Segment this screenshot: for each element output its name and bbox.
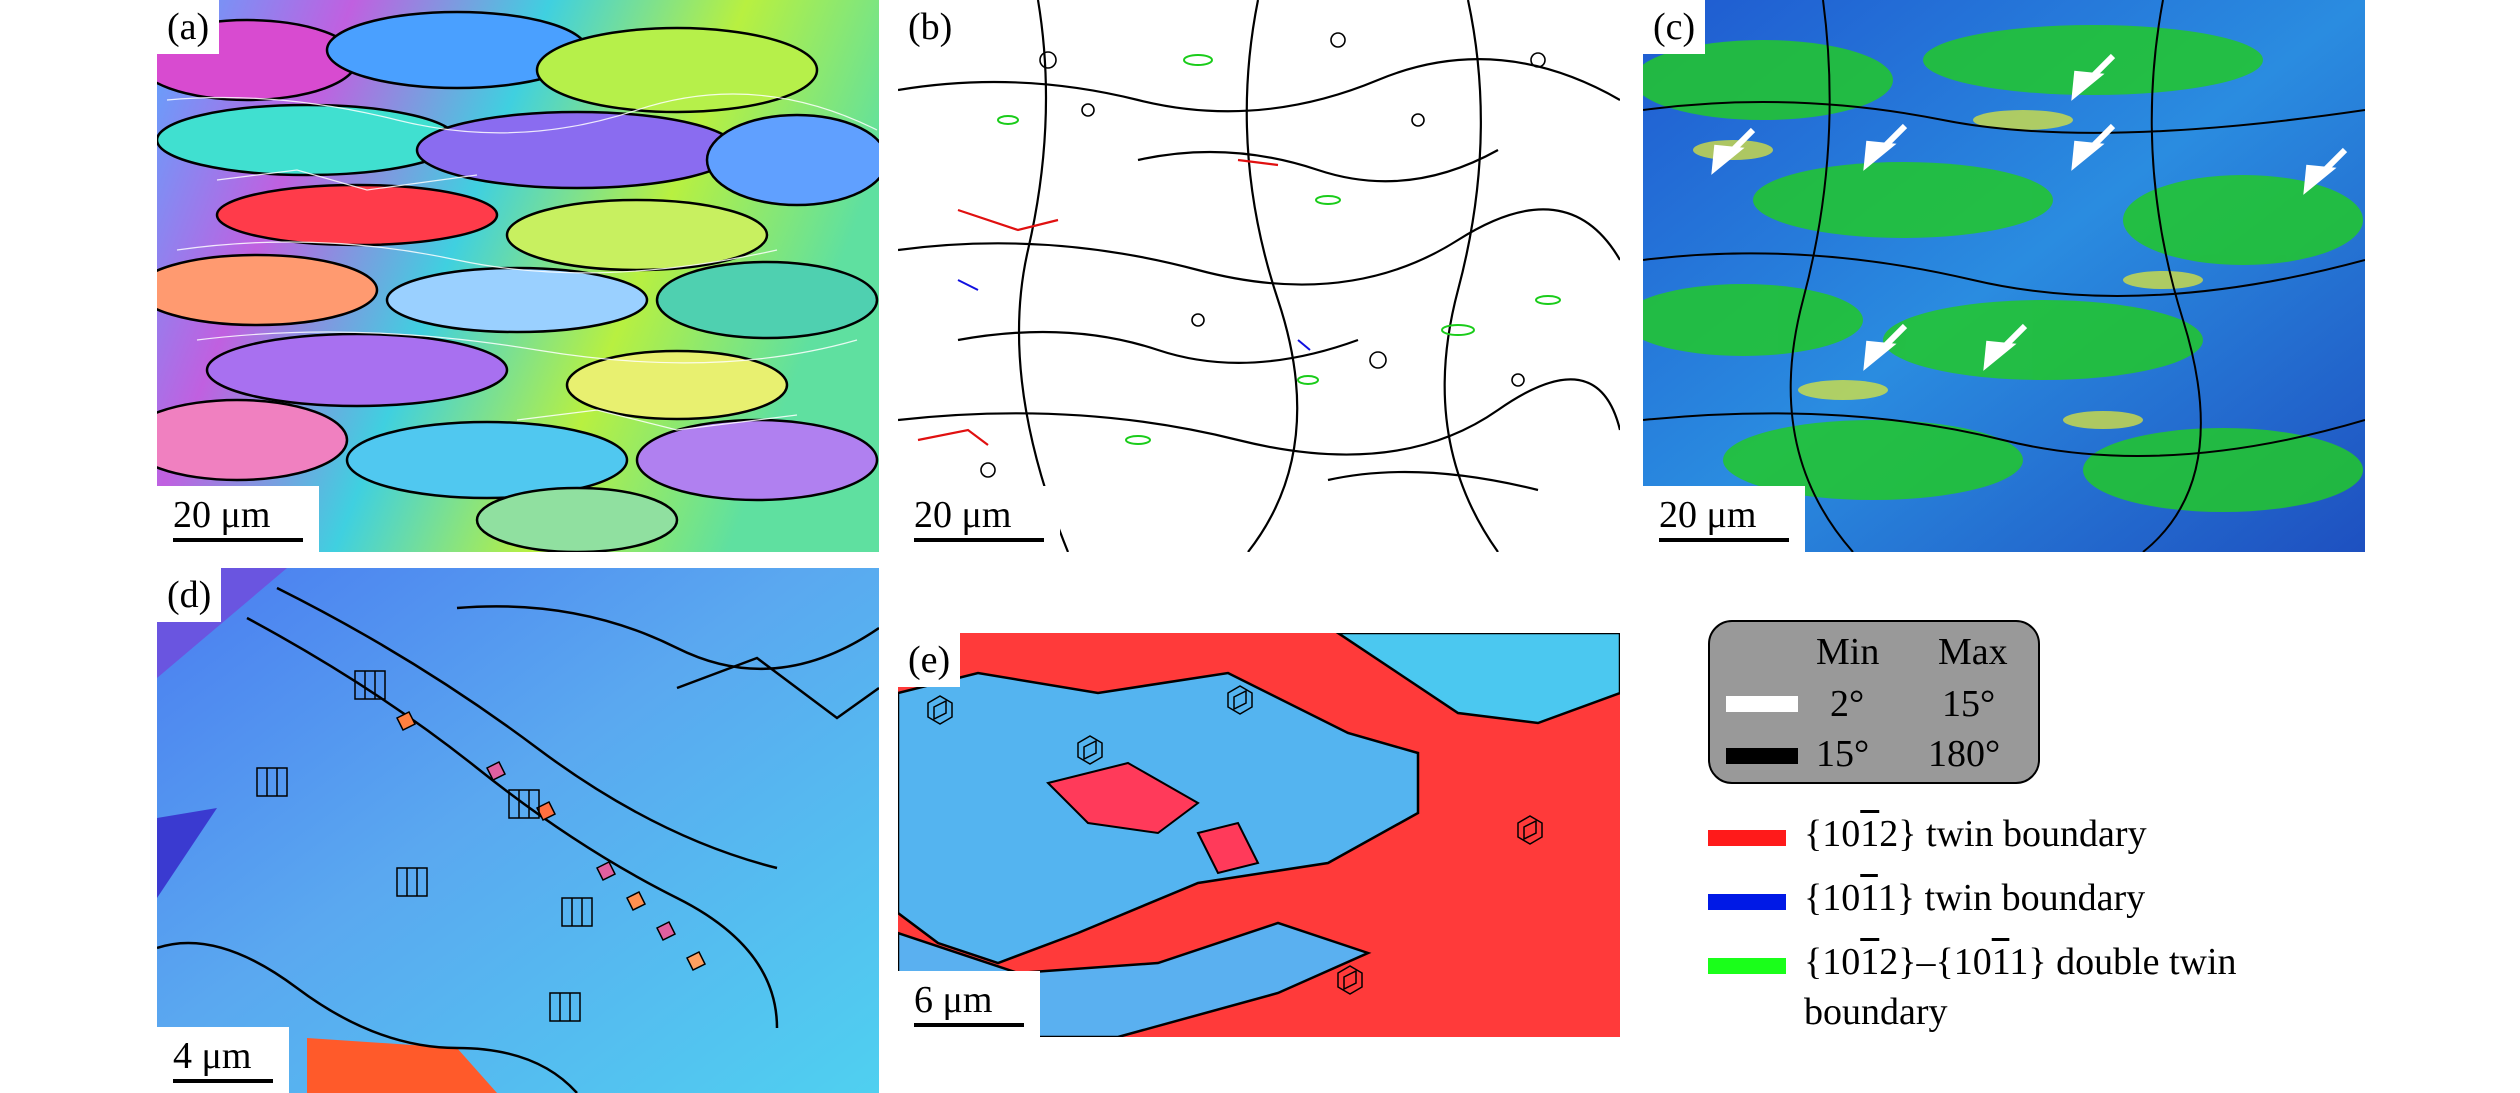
arrow-markers [1711,53,2348,371]
scale-bar-text: 4 μm [173,1035,252,1077]
scale-bar: 6 μm [898,971,1040,1037]
scale-bar-text: 20 μm [1659,494,1757,536]
legend-swatch-low-angle [1726,696,1798,712]
legend-header-min: Min [1816,631,1880,673]
ipf-map-image [157,0,879,552]
scale-bar: 20 μm [157,486,319,552]
scale-bar-line [173,1079,273,1083]
legend-swatch-green [1708,958,1786,974]
legend-label-continued: boundary [1804,991,1948,1033]
ipf-zoom-map-image [157,568,879,1093]
boundary-map-image [898,0,1620,552]
legend-min-low-angle: 2° [1830,683,1865,725]
legend-min-high-angle: 15° [1816,733,1870,775]
kam-map-image [1643,0,2365,552]
legend-header-max: Max [1938,631,2008,673]
panel-label: (b) [898,0,963,54]
scale-bar: 20 μm [1643,486,1805,552]
legend-swatch-blue [1708,894,1786,910]
scale-bar-text: 20 μm [173,494,271,536]
scale-bar-text: 20 μm [914,494,1012,536]
legend-max-low-angle: 15° [1942,683,1996,725]
legend-label: {1011} twin boundary [1804,877,2146,919]
panel-label: (d) [157,568,222,622]
legend-max-high-angle: 180° [1928,733,2001,775]
scale-bar: 4 μm [157,1027,289,1093]
scale-bar-text: 6 μm [914,979,993,1021]
panel-label: (a) [157,0,220,54]
panel-b-boundary-map: (b) 20 μm [898,0,1620,552]
panel-d-ipf-zoom: (d) 4 μm [157,568,879,1093]
scale-bar-line [914,1023,1024,1027]
legend-label: {1012} twin boundary [1804,813,2147,855]
legend-swatch-high-angle [1726,748,1798,764]
scale-bar: 20 μm [898,486,1060,552]
panel-label: (c) [1643,0,1706,54]
panel-a-ipf-map: (a) 20 μm [157,0,879,552]
legend-label: {1012}–{1011} double twin [1804,941,2237,983]
unit-cell-markers [927,685,1543,995]
scale-bar-line [914,538,1044,542]
scale-bar-line [173,538,303,542]
misorientation-legend: Min Max 2° 15° 15° 180° [1708,620,2040,784]
panel-e-ipf-zoom: (e) 6 μm [898,633,1620,1037]
scale-bar-line [1659,538,1789,542]
panel-label: (e) [898,633,961,687]
panel-c-kam-map: (c) 20 μm [1643,0,2365,552]
unit-cell-markers [256,670,593,1022]
legend-swatch-red [1708,830,1786,846]
